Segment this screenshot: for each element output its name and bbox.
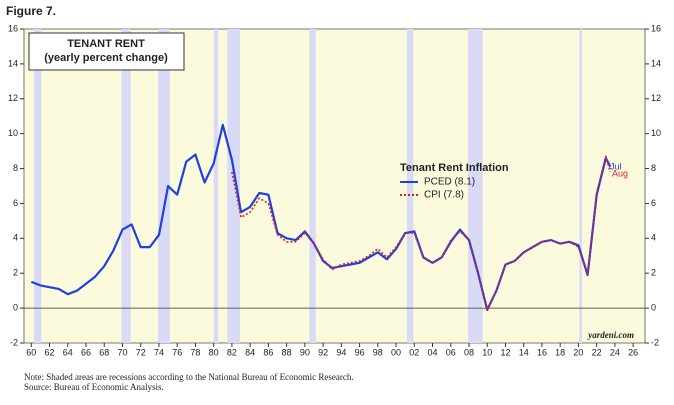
y2-tick-label: 10 (651, 128, 661, 138)
y-tick-label: -2 (10, 337, 18, 347)
x-tick-label: 02 (409, 347, 419, 357)
recession-band (579, 29, 583, 343)
x-tick-label: 62 (45, 347, 55, 357)
recessions (34, 29, 583, 343)
x-tick-label: 98 (373, 347, 383, 357)
recession-band (406, 29, 414, 343)
recession-band (34, 29, 42, 343)
y2-tick-label: -2 (651, 337, 659, 347)
x-tick-label: 92 (318, 347, 328, 357)
watermark: yardeni.com (587, 330, 634, 340)
chart-subtitle: (yearly percent change) (44, 52, 168, 64)
x-tick-label: 80 (209, 347, 219, 357)
y-tick-label: 6 (13, 198, 18, 208)
x-tick-label: 86 (263, 347, 273, 357)
x-tick-label: 24 (610, 347, 620, 357)
x-tick-label: 88 (282, 347, 292, 357)
x-tick-label: 84 (245, 347, 255, 357)
x-tick-label: 18 (555, 347, 565, 357)
recession-band (468, 29, 483, 343)
y2-tick-label: 6 (651, 198, 656, 208)
legend-title: Tenant Rent Inflation (400, 162, 509, 174)
legend-label: PCED (8.1) (424, 177, 475, 188)
chart-title: TENANT RENT (67, 38, 145, 50)
series-line (30, 123, 612, 311)
y-tick-label: 8 (13, 163, 18, 173)
note: Note: Shaded areas are recessions accord… (24, 372, 354, 382)
y2-tick-label: 4 (651, 233, 656, 243)
x-tick-label: 60 (26, 347, 36, 357)
legend-label: CPI (7.8) (424, 190, 464, 201)
x-tick-label: 26 (628, 347, 638, 357)
recession-band (213, 29, 219, 343)
plot-area (23, 28, 646, 344)
y-tick-label: 12 (8, 93, 18, 103)
y2-tick-label: 2 (651, 268, 656, 278)
x-tick-label: 66 (81, 347, 91, 357)
figure-label: Figure 7. (6, 4, 56, 18)
x-tick-label: 74 (154, 347, 164, 357)
x-tick-label: 16 (537, 347, 547, 357)
y-tick-label: 2 (13, 268, 18, 278)
y-tick-label: 4 (13, 233, 18, 243)
x-tick-label: 68 (99, 347, 109, 357)
x-tick-label: 00 (391, 347, 401, 357)
x-tick-label: 08 (464, 347, 474, 357)
x-tick-label: 64 (63, 347, 73, 357)
x-tick-label: 78 (190, 347, 200, 357)
recession-band (309, 29, 316, 343)
lines (30, 123, 612, 311)
x-tick-label: 10 (482, 347, 492, 357)
recession-band (121, 29, 131, 343)
y2-tick-label: 0 (651, 302, 656, 312)
x-tick-label: 94 (336, 347, 346, 357)
y-tick-label: 16 (8, 23, 18, 33)
y-tick-label: 0 (13, 302, 18, 312)
x-tick-label: 70 (117, 347, 127, 357)
x-tick-label: 12 (500, 347, 510, 357)
x-tick-label: 14 (519, 347, 529, 357)
recession-band (227, 29, 241, 343)
y2-tick-label: 12 (651, 93, 661, 103)
x-tick-label: 72 (136, 347, 146, 357)
title-box (28, 32, 185, 71)
x-tick-label: 22 (592, 347, 602, 357)
x-tick-label: 96 (355, 347, 365, 357)
y2-tick-label: 14 (651, 58, 661, 68)
x-tick-label: 76 (172, 347, 182, 357)
annotation: Aug (612, 168, 628, 178)
source: Source: Bureau of Economic Analysis. (24, 382, 164, 392)
annotation: Jul (610, 161, 622, 171)
x-tick-label: 04 (428, 347, 438, 357)
x-tick-label: 06 (446, 347, 456, 357)
x-tick-label: 90 (300, 347, 310, 357)
y2-tick-label: 16 (651, 23, 661, 33)
x-tick-label: 20 (573, 347, 583, 357)
series-line (231, 155, 612, 311)
recession-band (158, 29, 170, 343)
y-tick-label: 14 (8, 58, 18, 68)
x-tick-label: 82 (227, 347, 237, 357)
y2-tick-label: 8 (651, 163, 656, 173)
y-tick-label: 10 (8, 128, 18, 138)
